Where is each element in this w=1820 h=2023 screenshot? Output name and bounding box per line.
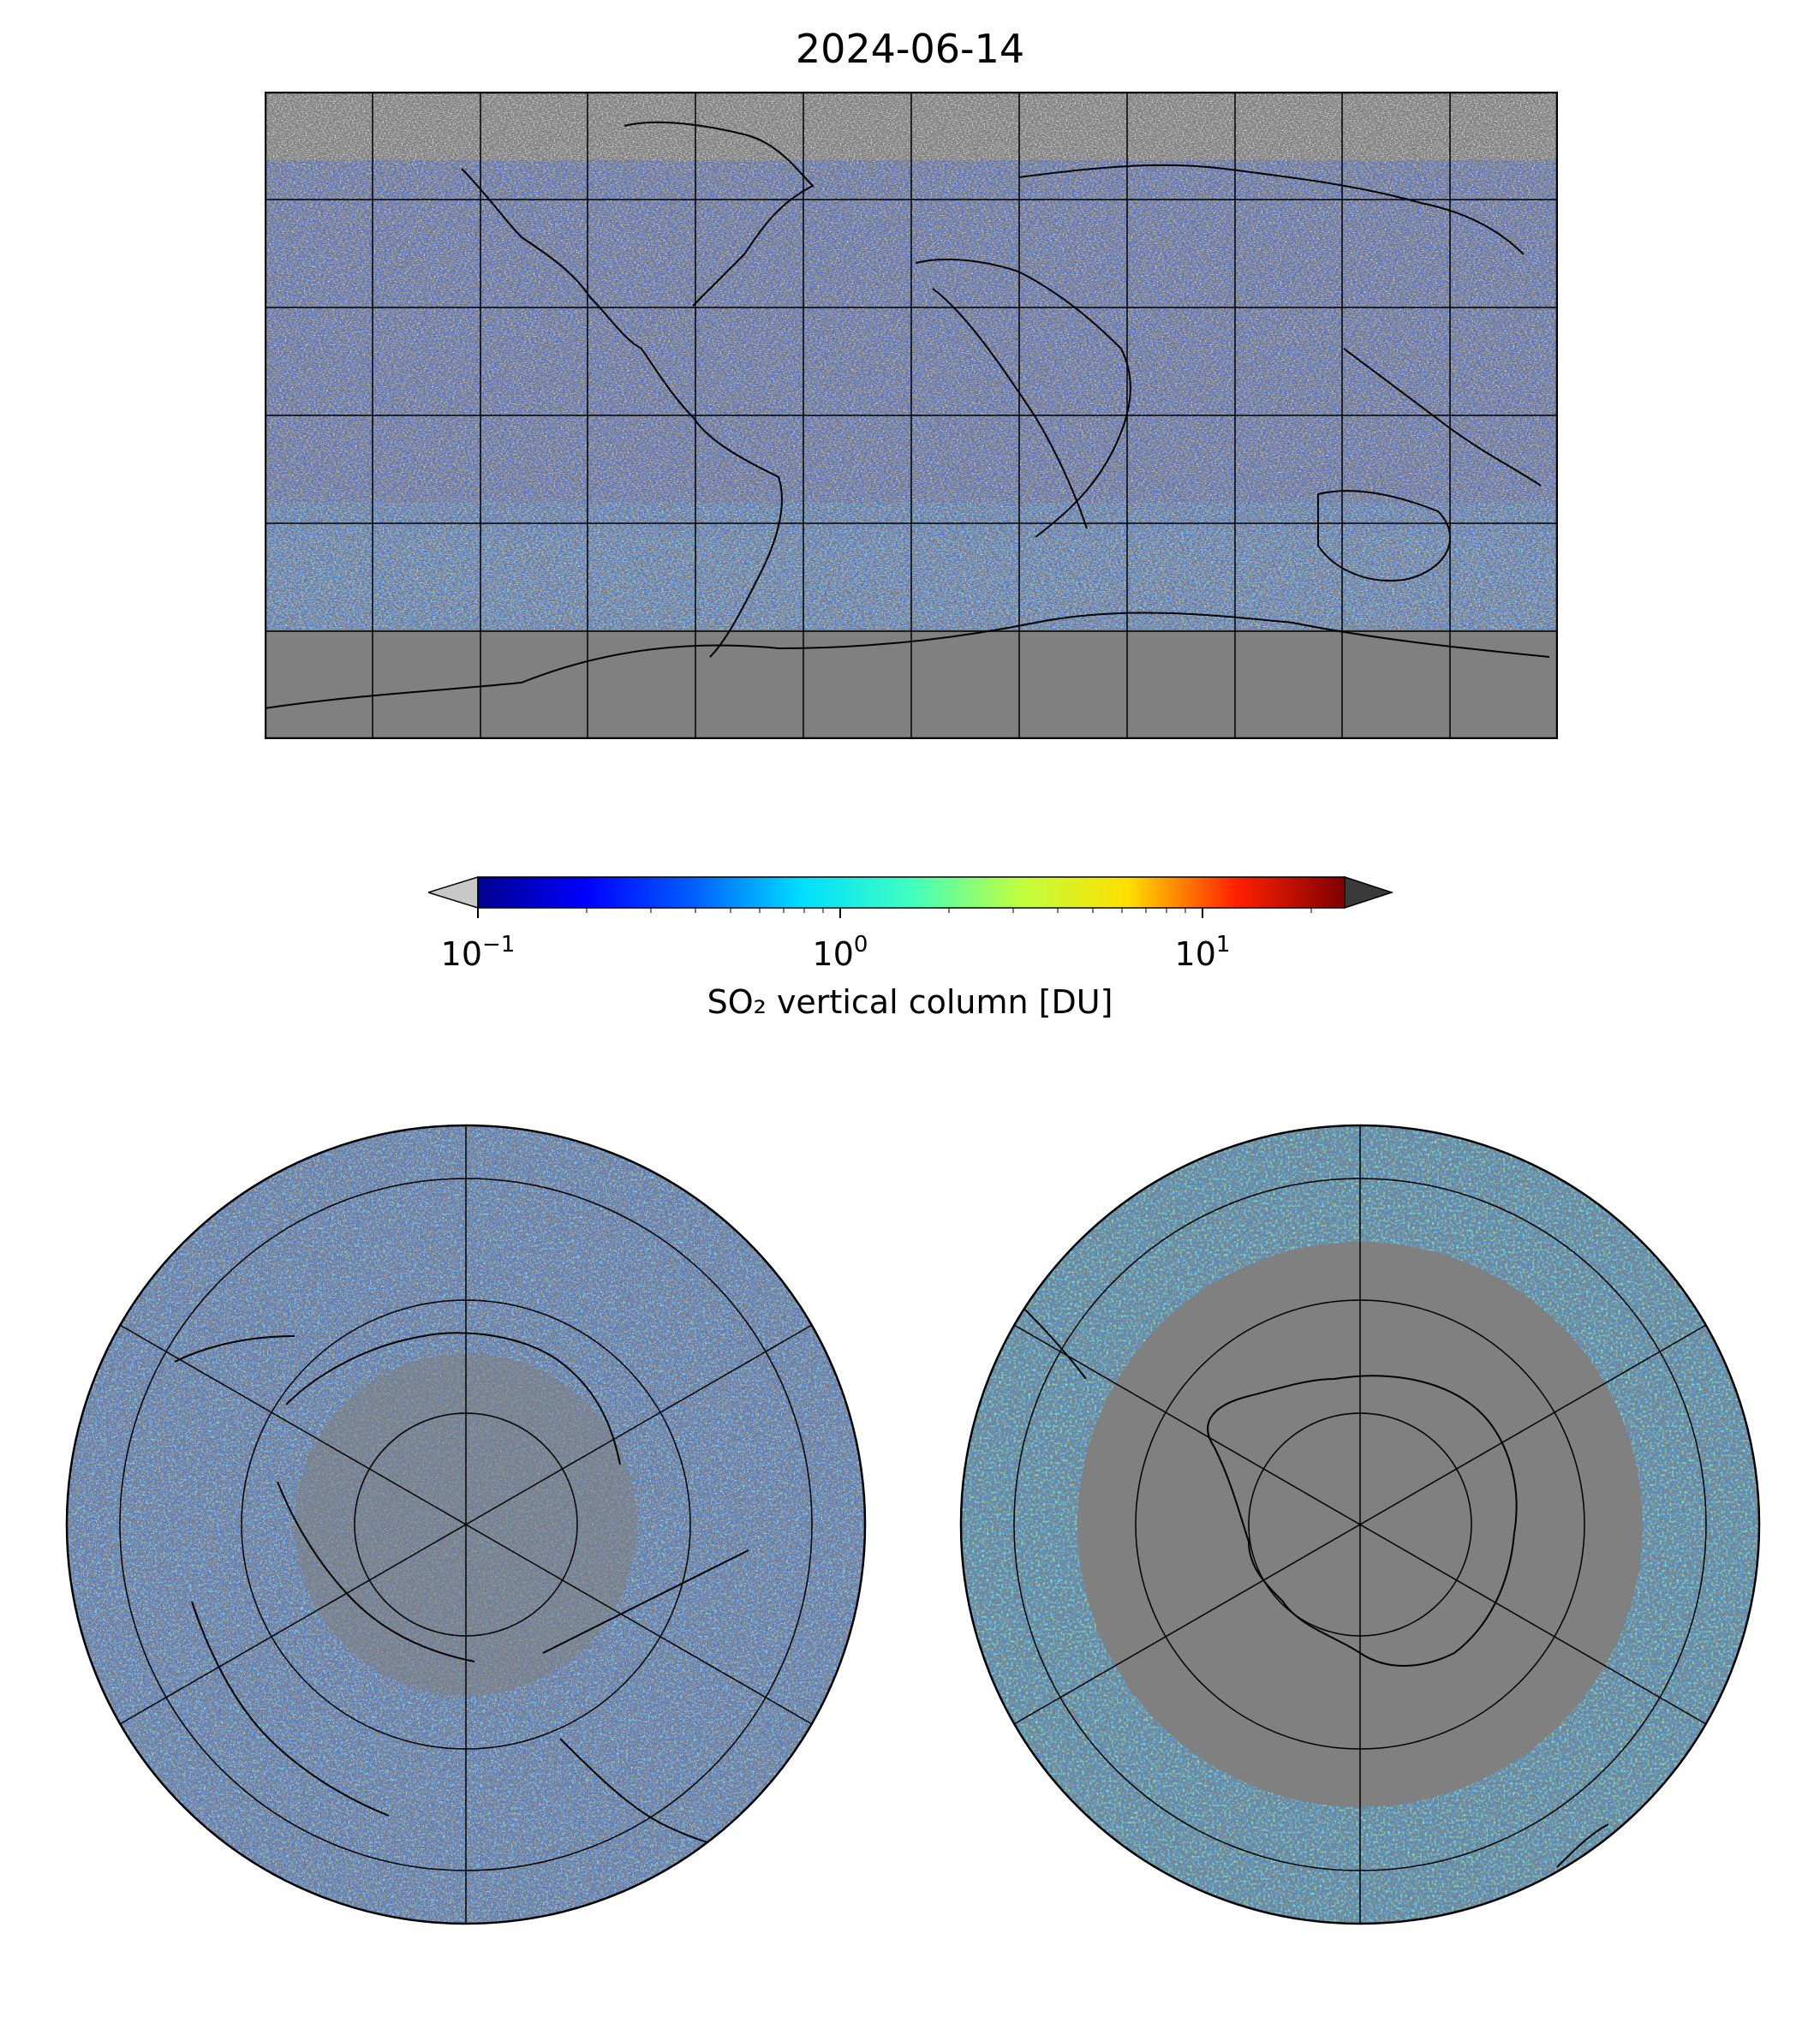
colorbar-over-extension (1344, 875, 1394, 910)
colorbar-frame (477, 876, 1346, 909)
colorbar-label: SO₂ vertical column [DU] (707, 983, 1113, 1021)
south-polar-panel (958, 1122, 1763, 1927)
graticule (265, 92, 1558, 739)
colorbar-tick-label-1: 100 (812, 932, 868, 973)
south-polar-map (959, 1124, 1761, 1925)
graticule (119, 1125, 813, 1924)
global-map-panel (265, 92, 1558, 739)
colorbar-under-extension (428, 875, 479, 910)
coastlines (265, 121, 1550, 709)
colorbar-ticks (477, 908, 1312, 918)
colorbar (428, 865, 1396, 934)
colorbar-tick-label-0: 10−1 (440, 932, 516, 973)
chart-title: 2024-06-14 (795, 26, 1025, 72)
north-polar-map (65, 1124, 867, 1925)
polar-frame (65, 1124, 867, 1925)
colorbar-tick-label-2: 101 (1174, 932, 1231, 973)
map-frame (265, 92, 1558, 739)
colorbar-svg (428, 875, 1394, 918)
global-map (265, 92, 1558, 739)
polar-frame (959, 1124, 1761, 1925)
north-polar-panel (63, 1122, 868, 1927)
colorbar-gradient (478, 877, 1345, 908)
graticule (1013, 1125, 1707, 1924)
